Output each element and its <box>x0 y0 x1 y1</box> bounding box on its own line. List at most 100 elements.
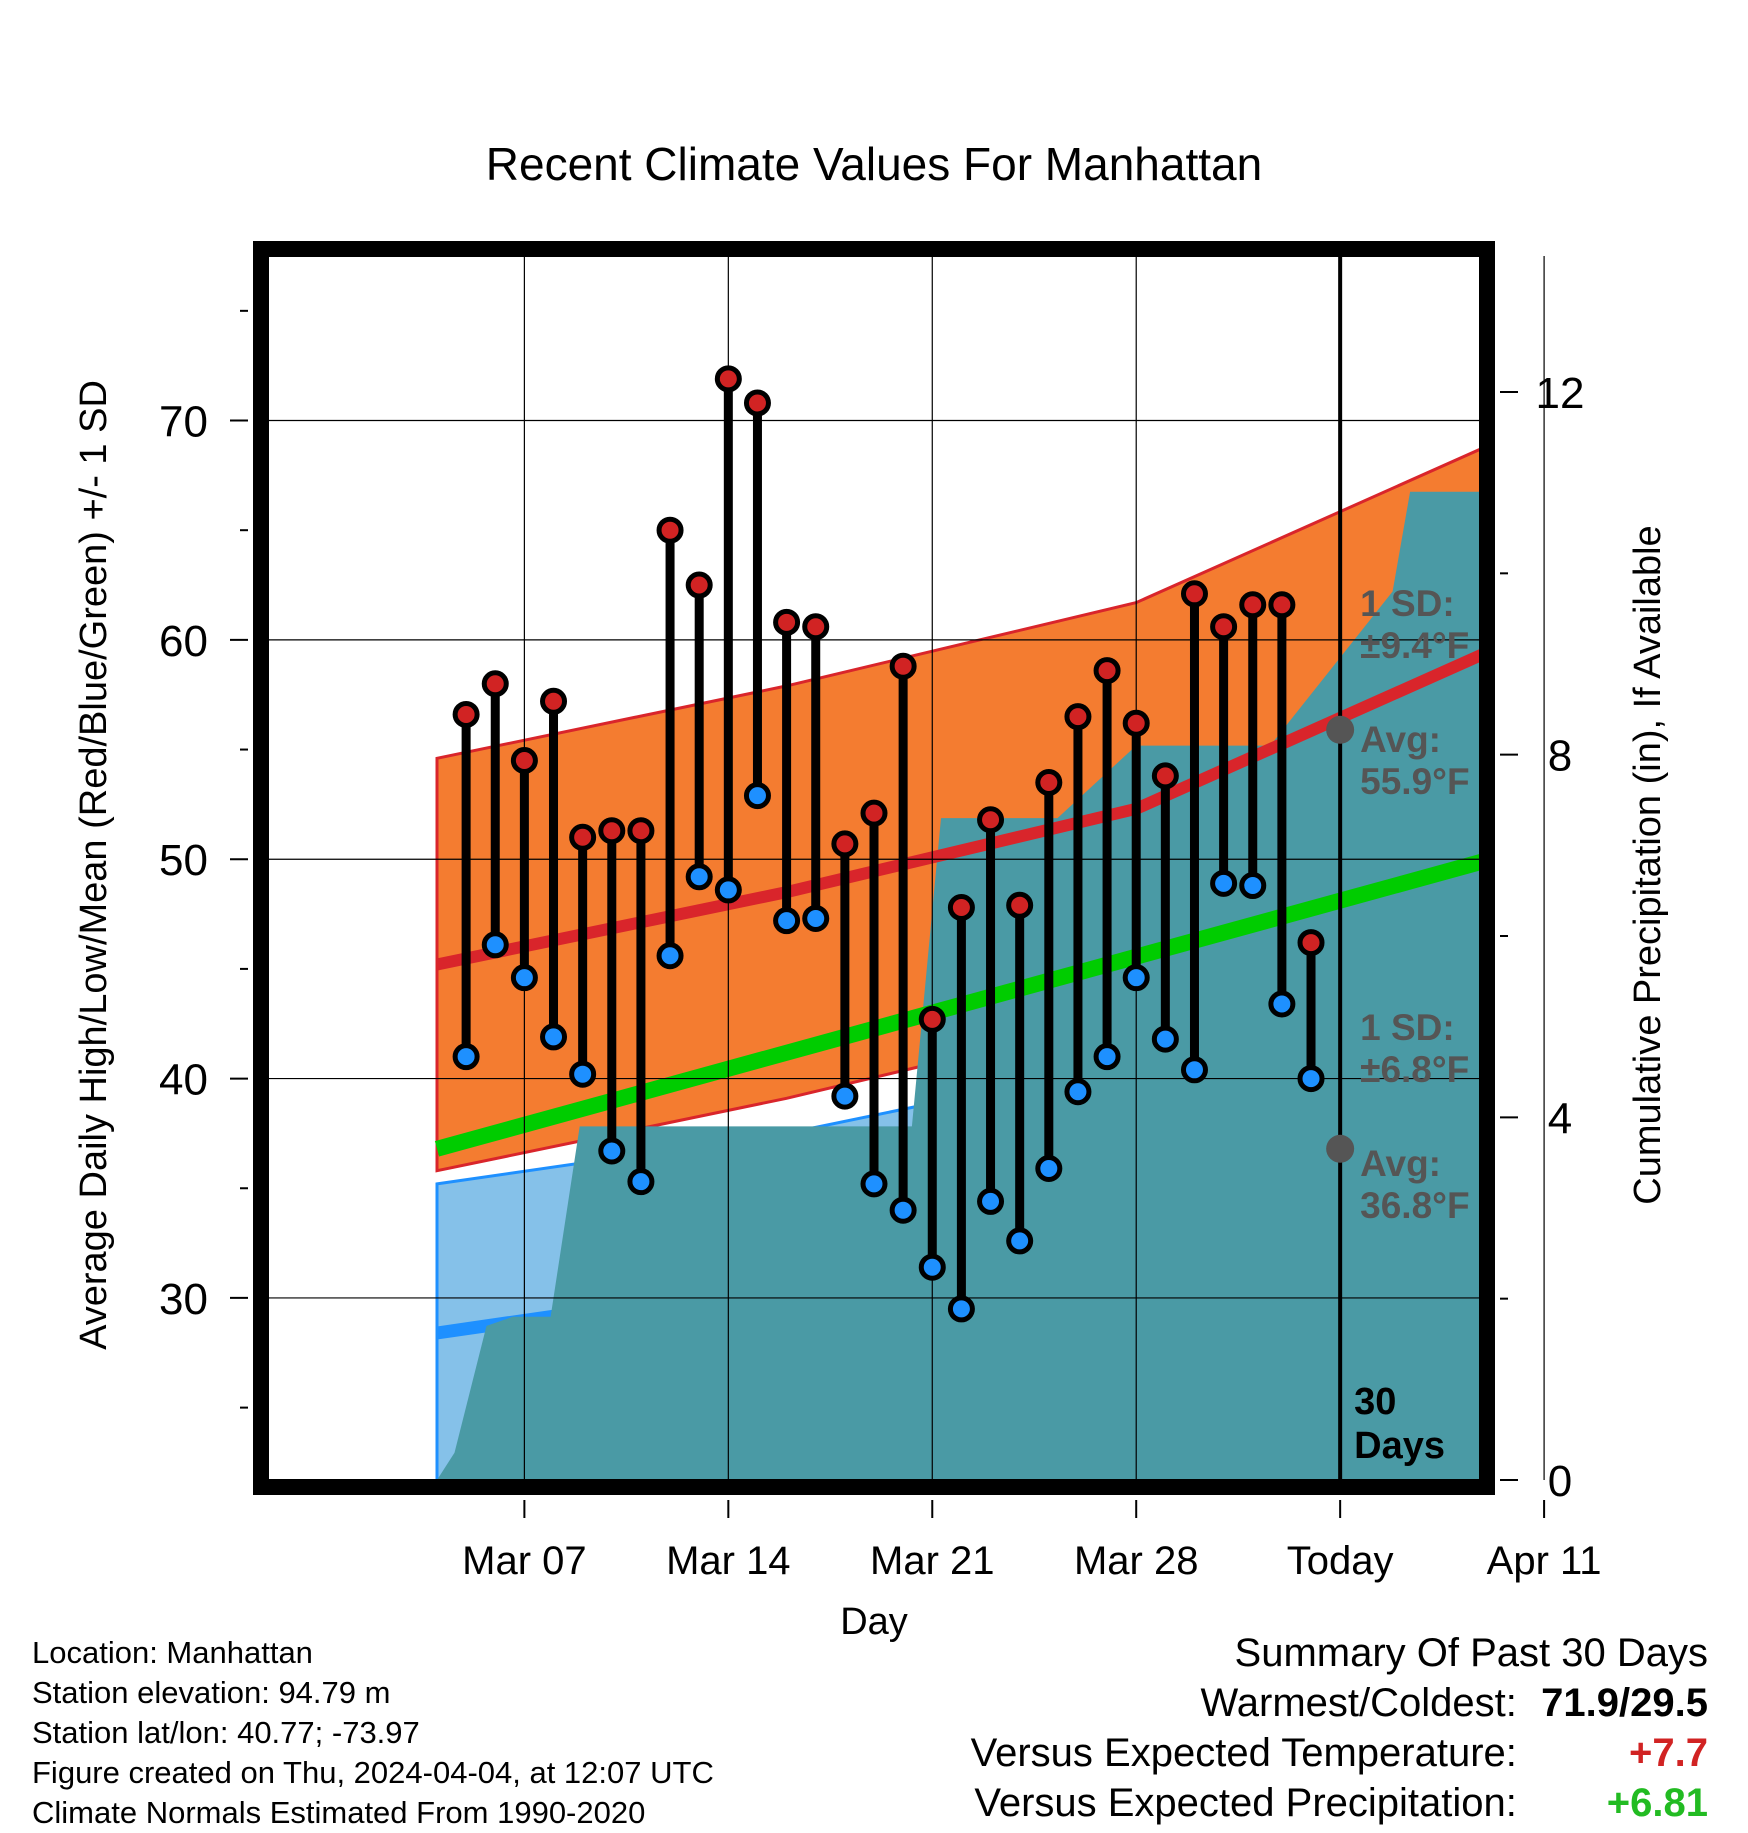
daily-observation <box>481 670 509 959</box>
daily-low-point <box>918 1253 946 1281</box>
daily-observation <box>1210 613 1238 897</box>
daily-observations <box>452 365 1325 1323</box>
daily-high-point <box>743 389 771 417</box>
daily-low-point <box>656 942 684 970</box>
precip-anomaly-value: +6.81 <box>1606 1781 1708 1825</box>
y2-axis-label: Cumulative Precipitation (in), If Availa… <box>1627 525 1669 1204</box>
x-tick-label: Mar 14 <box>666 1539 791 1583</box>
daily-high-point <box>481 670 509 698</box>
daily-high-point <box>1151 762 1179 790</box>
daily-low-point <box>1268 990 1296 1018</box>
daily-observation <box>569 823 597 1088</box>
daily-observation <box>685 571 713 891</box>
daily-high-point <box>1239 591 1267 619</box>
created-text: Figure created on Thu, 2024-04-04, at 12… <box>32 1755 714 1790</box>
daily-observation <box>452 700 480 1071</box>
daily-low-point <box>510 964 538 992</box>
daily-low-point <box>889 1196 917 1224</box>
x-tick-label: Mar 07 <box>462 1539 587 1583</box>
daily-observation <box>1122 709 1150 992</box>
daily-high-point <box>977 806 1005 834</box>
daily-low-point <box>860 1170 888 1198</box>
daily-low-point <box>1151 1025 1179 1053</box>
daily-low-point <box>831 1082 859 1110</box>
daily-high-point <box>1297 929 1325 957</box>
plot-area <box>434 447 1480 1480</box>
daily-low-point <box>598 1137 626 1165</box>
daily-low-point <box>1093 1043 1121 1071</box>
precip-anomaly-label: Versus Expected Precipitation: <box>974 1781 1517 1825</box>
high-sd-annotation: ±9.4°F <box>1360 625 1469 666</box>
elevation-text: Station elevation: 94.79 m <box>32 1675 391 1710</box>
daily-high-point <box>947 893 975 921</box>
location-text: Location: Manhattan <box>32 1635 313 1670</box>
daily-high-point <box>1064 703 1092 731</box>
daily-high-point <box>860 799 888 827</box>
daily-high-point <box>685 571 713 599</box>
normal-mean-line <box>434 853 1480 1157</box>
daily-high-point <box>656 516 684 544</box>
x-tick-label: Mar 28 <box>1074 1539 1199 1583</box>
daily-observation <box>743 389 771 810</box>
daily-low-point <box>627 1168 655 1196</box>
temp-anomaly-label: Versus Expected Temperature: <box>970 1731 1517 1775</box>
daily-low-point <box>1210 869 1238 897</box>
daily-high-point <box>540 687 568 715</box>
daily-high-point <box>831 830 859 858</box>
daily-high-point <box>510 747 538 775</box>
y-axis-label: Average Daily High/Low/Mean (Red/Blue/Gr… <box>73 380 115 1350</box>
daily-low-point <box>773 907 801 935</box>
daily-observation <box>540 687 568 1051</box>
y2-tick-label: 0 <box>1548 1457 1572 1506</box>
y2-tick-label: 8 <box>1548 732 1572 781</box>
daily-high-point <box>569 823 597 851</box>
high-avg-annotation: 55.9°F <box>1360 761 1469 802</box>
daily-low-point <box>977 1187 1005 1215</box>
low-avg-annotation: 36.8°F <box>1360 1185 1469 1226</box>
daily-observation <box>1064 703 1092 1106</box>
summary-temp-row: Versus Expected Temperature: +7.7 <box>971 1728 1708 1778</box>
x-tick-label: Apr 11 <box>1487 1539 1602 1583</box>
daily-observation <box>918 1005 946 1281</box>
daily-low-point <box>1006 1227 1034 1255</box>
daily-high-point <box>1122 709 1150 737</box>
daily-high-point <box>1180 580 1208 608</box>
daily-high-point <box>1210 613 1238 641</box>
daily-low-point <box>1297 1065 1325 1093</box>
warmest-label: Warmest/Coldest: <box>1200 1681 1517 1725</box>
daily-low-point <box>714 876 742 904</box>
daily-low-point <box>802 904 830 932</box>
y-tick-label: 60 <box>159 617 208 666</box>
daily-high-point <box>1035 768 1063 796</box>
daily-high-point <box>802 613 830 641</box>
daily-low-point <box>540 1023 568 1051</box>
daily-observation <box>947 893 975 1323</box>
daily-low-point <box>1239 872 1267 900</box>
summary-precip-row: Versus Expected Precipitation: +6.81 <box>971 1778 1708 1828</box>
daily-observation <box>1268 591 1296 1018</box>
high-avg-marker <box>1326 715 1355 744</box>
daily-observation <box>1239 591 1267 900</box>
daily-low-point <box>1035 1155 1063 1183</box>
temp-anomaly-value: +7.7 <box>1629 1731 1708 1775</box>
daily-high-point <box>889 652 917 680</box>
daily-observation <box>714 365 742 904</box>
today-label: Days <box>1354 1425 1445 1467</box>
daily-observation <box>1093 657 1121 1071</box>
daily-low-point <box>569 1060 597 1088</box>
daily-low-point <box>1122 964 1150 992</box>
daily-observation <box>627 817 655 1196</box>
daily-low-point <box>1064 1078 1092 1106</box>
daily-high-point <box>714 365 742 393</box>
daily-observation <box>1297 929 1325 1093</box>
plot-border <box>253 241 1495 1495</box>
daily-observation <box>1006 891 1034 1255</box>
summary-warmest-row: Warmest/Coldest: 71.9/29.5 <box>971 1678 1709 1728</box>
summary-title: Summary Of Past 30 Days <box>1234 1631 1708 1675</box>
daily-observation <box>831 830 859 1110</box>
daily-high-point <box>1093 657 1121 685</box>
x-axis-label: Day <box>840 1601 908 1643</box>
daily-observation <box>1151 762 1179 1053</box>
